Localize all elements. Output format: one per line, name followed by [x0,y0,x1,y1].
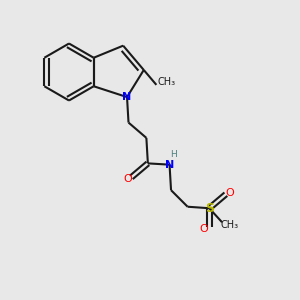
Text: N: N [165,160,174,170]
Text: H: H [170,150,176,159]
Text: N: N [122,92,132,102]
Text: O: O [199,224,208,234]
Text: O: O [123,174,132,184]
Text: S: S [205,202,214,215]
Text: CH₃: CH₃ [220,220,238,230]
Text: O: O [225,188,234,198]
Text: CH₃: CH₃ [158,77,176,88]
